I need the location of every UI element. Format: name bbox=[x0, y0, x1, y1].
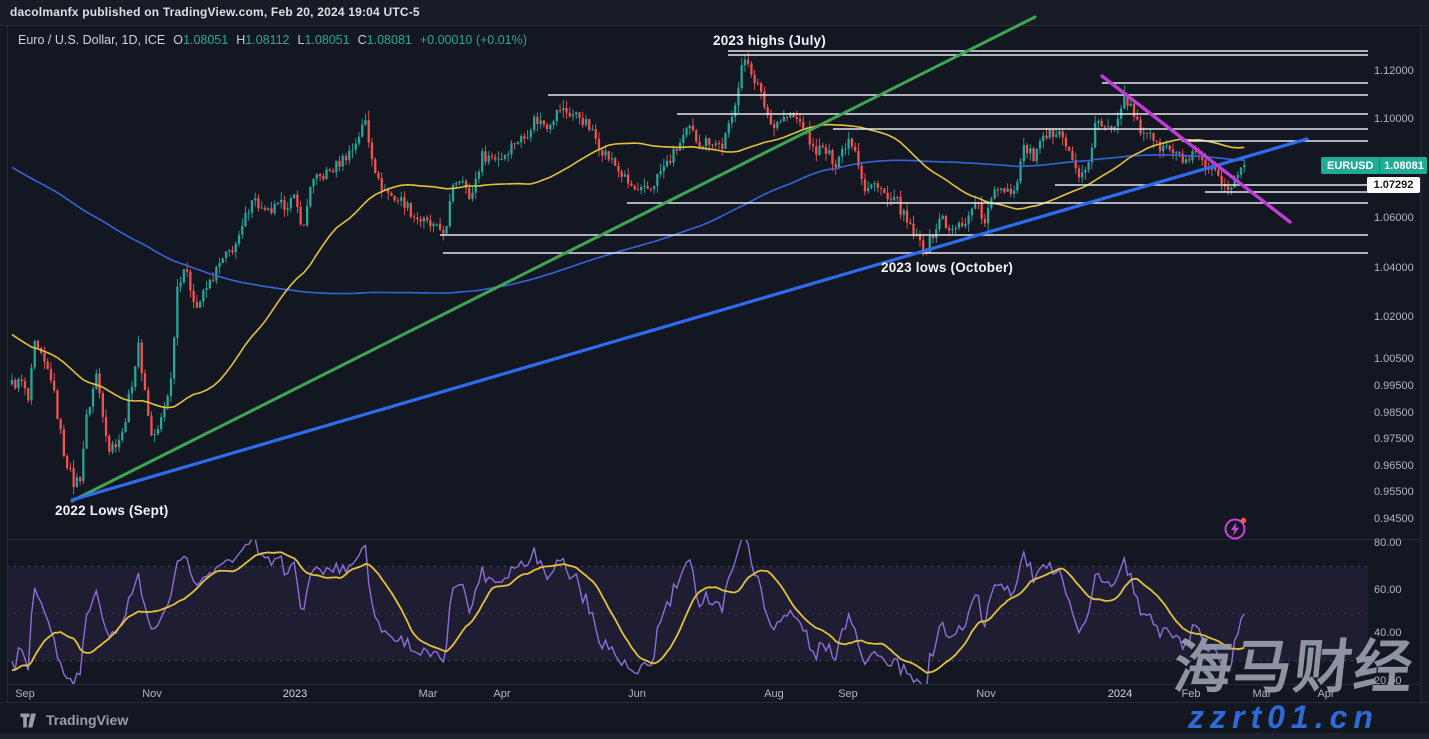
legend-low-value: 1.08051 bbox=[304, 33, 350, 47]
legend-open-value: 1.08051 bbox=[183, 33, 229, 47]
header-bar bbox=[0, 0, 1429, 26]
price-tick-label: 0.95500 bbox=[1374, 486, 1414, 498]
tradingview-logo-text: TradingView bbox=[46, 712, 129, 728]
chart-annotation: 2023 highs (July) bbox=[713, 33, 826, 48]
sma-200-line bbox=[11, 154, 1245, 295]
rsi-tick-label: 20.00 bbox=[1374, 675, 1402, 687]
time-tick-label: Sep bbox=[15, 688, 35, 700]
lightning-circle-icon[interactable] bbox=[1223, 515, 1249, 541]
time-tick-label: Feb bbox=[1181, 688, 1201, 700]
time-tick-label: 2024 bbox=[1107, 688, 1133, 700]
time-tick-label: Mar bbox=[1252, 688, 1272, 700]
pane-borders bbox=[0, 26, 1429, 703]
trendlines[interactable] bbox=[70, 15, 1309, 503]
price-tick-label: 1.12000 bbox=[1374, 65, 1414, 77]
right-gutter bbox=[1421, 26, 1429, 703]
time-tick-label: Aug bbox=[764, 688, 784, 700]
steep-uptrend-from-2022-low bbox=[70, 15, 1037, 503]
downtrend-from-dec-2023-high bbox=[1100, 74, 1292, 224]
time-tick-label: Nov bbox=[142, 688, 162, 700]
rsi-line bbox=[11, 540, 1245, 684]
price-tick-label: 1.04000 bbox=[1374, 262, 1414, 274]
symbol-legend: Euro / U.S. Dollar, 1D, ICE O1.08051 H1.08… bbox=[18, 33, 527, 47]
price-tick-label: 0.97500 bbox=[1374, 433, 1414, 445]
watermark-chinese-text: 海马财经 bbox=[1170, 635, 1418, 700]
watermark-url-text: zzrt01.cn bbox=[1188, 699, 1379, 735]
time-tick-label: Sep bbox=[838, 688, 858, 700]
rsi-tick-label: 40.00 bbox=[1374, 627, 1402, 639]
tradingview-logo-icon bbox=[20, 713, 36, 727]
legend-low-label: L bbox=[297, 33, 305, 47]
rsi-tick-label: 80.00 bbox=[1374, 537, 1402, 549]
current-price-badge-symbol: EURUSD bbox=[1321, 157, 1381, 174]
bottom-strip bbox=[0, 733, 1429, 739]
legend-open-label: O bbox=[173, 33, 184, 47]
price-tick-label: 1.10000 bbox=[1374, 113, 1414, 125]
legend-high-value: 1.08112 bbox=[245, 33, 290, 47]
price-tick-label: 1.06000 bbox=[1374, 212, 1414, 224]
rsi-series bbox=[11, 540, 1245, 684]
price-tick-label: 0.94500 bbox=[1374, 513, 1414, 525]
time-tick-label: Jun bbox=[628, 688, 646, 700]
price-tick-label: 0.99500 bbox=[1374, 380, 1414, 392]
legend-close-value: 1.08081 bbox=[366, 33, 412, 47]
uptrend-from-2022-low bbox=[70, 137, 1309, 502]
legend-close-label: C bbox=[357, 33, 367, 47]
sma-50-line bbox=[11, 123, 1245, 409]
time-tick-label: 2023 bbox=[282, 688, 308, 700]
time-tick-label: Mar bbox=[418, 688, 438, 700]
price-tick-label: 0.96500 bbox=[1374, 460, 1414, 472]
candlestick-series bbox=[10, 52, 1246, 495]
chart-annotation: 2022 Lows (Sept) bbox=[55, 503, 169, 518]
rsi-tick-label: 60.00 bbox=[1374, 584, 1402, 596]
price-tick-label: 1.00500 bbox=[1374, 353, 1414, 365]
support-resistance-lines[interactable] bbox=[440, 50, 1368, 254]
tradingview-logo[interactable]: TradingView bbox=[20, 712, 128, 728]
current-price-badge-value: 1.08081 bbox=[1384, 159, 1424, 172]
legend-change-value: +0.00010 (+0.01%) bbox=[419, 33, 527, 47]
current-price-badge: EURUSD 1.08081 bbox=[1321, 157, 1428, 174]
legend-symbol-title: Euro / U.S. Dollar, 1D, ICE bbox=[18, 33, 166, 47]
rsi-ma-line bbox=[11, 551, 1245, 674]
chart-annotation: 2023 lows (October) bbox=[881, 260, 1014, 275]
price-tick-label: 1.02000 bbox=[1374, 311, 1414, 323]
price-tick-label: 0.98500 bbox=[1374, 407, 1414, 419]
legend-high-label: H bbox=[236, 33, 246, 47]
time-tick-label: Apr bbox=[1317, 688, 1335, 700]
time-tick-label: Nov bbox=[976, 688, 996, 700]
published-caption: dacolmanfx published on TradingView.com,… bbox=[10, 5, 420, 19]
level-price-label: 1.07292 bbox=[1367, 177, 1420, 193]
time-tick-label: Apr bbox=[493, 688, 511, 700]
